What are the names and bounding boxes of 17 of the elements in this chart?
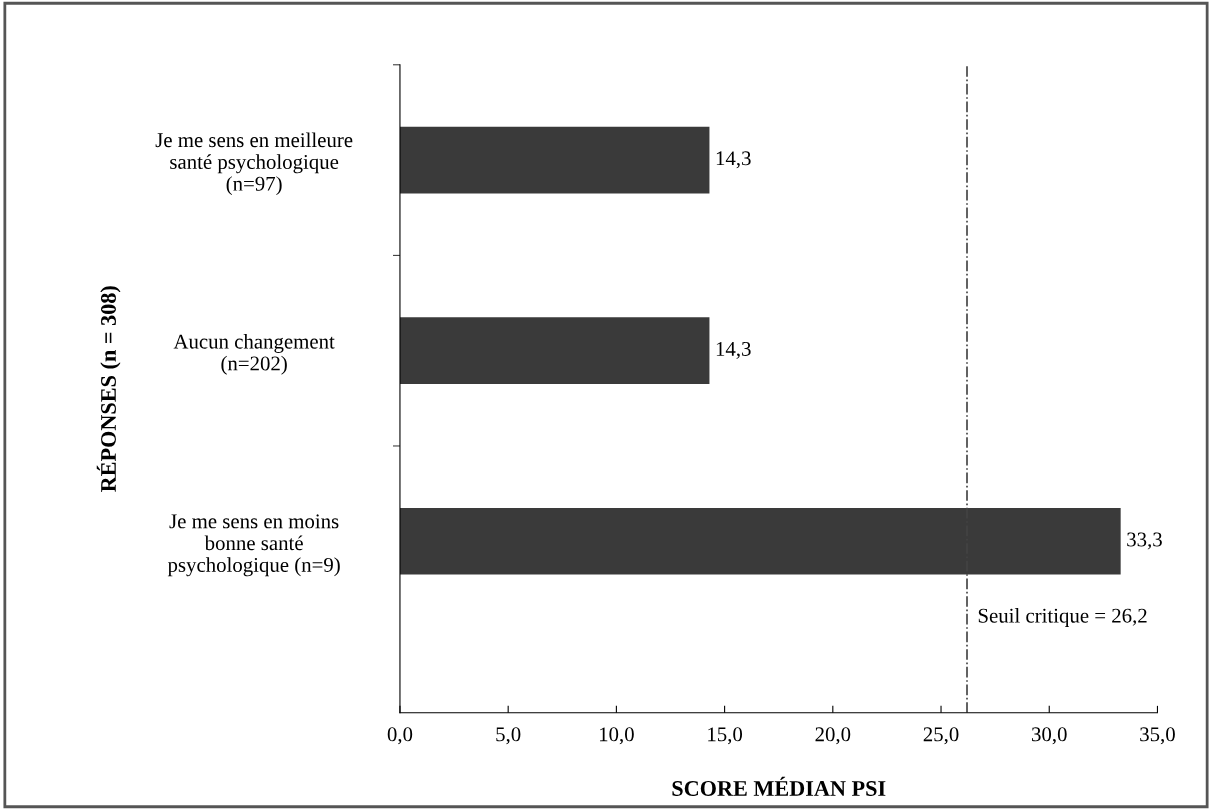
y-tick-label: Je me sens en meilleure santé psychologique (n=97) <box>155 132 353 196</box>
x-tick-label: 30,0 <box>1032 727 1067 745</box>
ref-line-label: Seuil critique = 26,2 <box>978 608 1147 627</box>
data-label: 14,3 <box>716 151 751 169</box>
x-tick-label: 25,0 <box>923 727 959 745</box>
x-tick-label: 20,0 <box>815 727 851 745</box>
x-tick-label: 0,0 <box>387 727 413 745</box>
data-label: 14,3 <box>716 341 751 359</box>
y-tick-label: Je me sens en moins bonne santé psychologique (n=9) <box>167 514 340 577</box>
x-tick-label: 15,0 <box>708 727 743 745</box>
x-tick-label: 5,0 <box>496 727 521 745</box>
data-label: 33,3 <box>1127 532 1162 550</box>
x-axis-title: SCORE MÉDIAN PSI <box>672 776 886 796</box>
x-tick-label: 35,0 <box>1140 727 1175 745</box>
y-tick-label: Aucun changement (n=202) <box>173 333 335 375</box>
y-axis-title: RÉPONSES (n = 308) <box>96 286 121 492</box>
x-tick-label: 10,0 <box>599 727 634 745</box>
